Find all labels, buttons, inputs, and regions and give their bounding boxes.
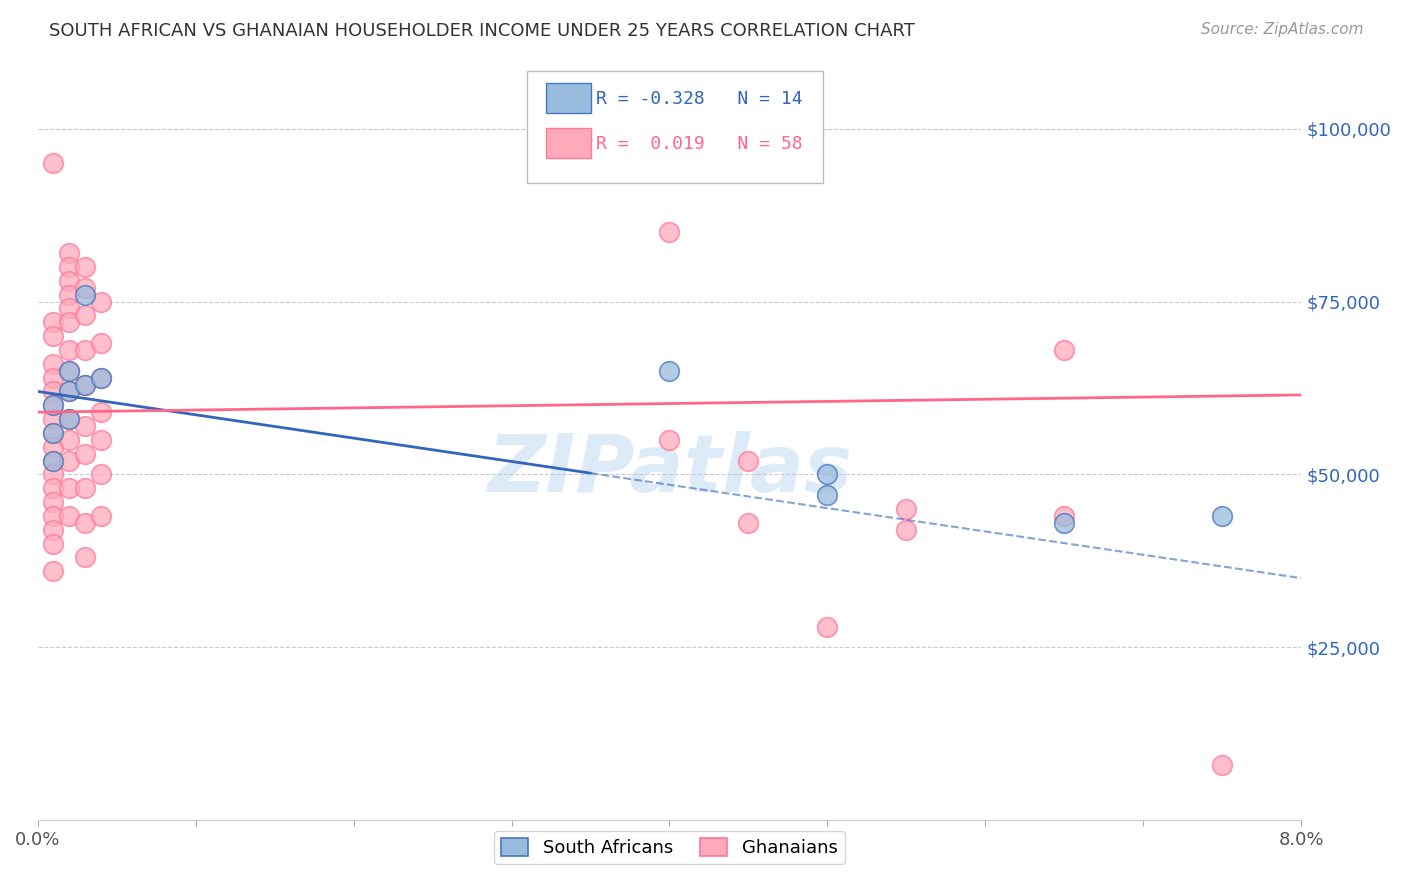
- Point: [42, 495, 65, 509]
- Point: [58, 453, 80, 467]
- Point: [90, 370, 112, 384]
- Point: [42, 398, 65, 412]
- Point: [75, 377, 97, 392]
- Point: [42, 357, 65, 371]
- Point: [58, 246, 80, 260]
- Point: [58, 364, 80, 378]
- Point: [42, 370, 65, 384]
- Point: [815, 488, 838, 502]
- Point: [1211, 757, 1233, 772]
- Point: [658, 226, 681, 240]
- Point: [42, 453, 65, 467]
- Point: [58, 287, 80, 301]
- Point: [58, 384, 80, 399]
- Point: [58, 274, 80, 288]
- Point: [75, 287, 97, 301]
- Point: [90, 370, 112, 384]
- Point: [42, 398, 65, 412]
- Point: [815, 467, 838, 482]
- Point: [75, 343, 97, 357]
- Point: [42, 329, 65, 343]
- Legend: South Africans, Ghanaians: South Africans, Ghanaians: [494, 830, 845, 864]
- Point: [896, 523, 918, 537]
- Point: [90, 294, 112, 309]
- Point: [42, 425, 65, 440]
- Text: Source: ZipAtlas.com: Source: ZipAtlas.com: [1201, 22, 1364, 37]
- Point: [58, 481, 80, 495]
- Point: [1053, 516, 1076, 530]
- Point: [658, 433, 681, 447]
- Point: [737, 516, 759, 530]
- Point: [42, 564, 65, 578]
- Point: [58, 260, 80, 274]
- Point: [1053, 508, 1076, 523]
- Point: [42, 315, 65, 329]
- Point: [90, 336, 112, 351]
- Point: [58, 301, 80, 316]
- Point: [1053, 343, 1076, 357]
- Point: [58, 508, 80, 523]
- Point: [42, 412, 65, 426]
- Point: [58, 315, 80, 329]
- Point: [75, 309, 97, 323]
- Point: [42, 536, 65, 550]
- Point: [42, 384, 65, 399]
- Point: [90, 433, 112, 447]
- Point: [42, 467, 65, 482]
- Point: [737, 453, 759, 467]
- Point: [58, 433, 80, 447]
- Point: [42, 425, 65, 440]
- Point: [90, 405, 112, 419]
- Point: [75, 447, 97, 461]
- Point: [90, 467, 112, 482]
- Point: [75, 550, 97, 565]
- Text: R =  0.019   N = 58: R = 0.019 N = 58: [596, 135, 803, 153]
- Point: [75, 419, 97, 434]
- Point: [658, 364, 681, 378]
- Point: [58, 384, 80, 399]
- Point: [815, 619, 838, 633]
- Point: [75, 260, 97, 274]
- Point: [42, 481, 65, 495]
- Point: [42, 508, 65, 523]
- Point: [58, 364, 80, 378]
- Point: [42, 453, 65, 467]
- Point: [42, 440, 65, 454]
- Point: [58, 412, 80, 426]
- Point: [90, 508, 112, 523]
- Point: [75, 377, 97, 392]
- Point: [75, 481, 97, 495]
- Point: [75, 516, 97, 530]
- Point: [42, 523, 65, 537]
- Text: SOUTH AFRICAN VS GHANAIAN HOUSEHOLDER INCOME UNDER 25 YEARS CORRELATION CHART: SOUTH AFRICAN VS GHANAIAN HOUSEHOLDER IN…: [49, 22, 915, 40]
- Point: [896, 502, 918, 516]
- Point: [58, 412, 80, 426]
- Point: [75, 281, 97, 295]
- Point: [1211, 508, 1233, 523]
- Text: ZIPatlas: ZIPatlas: [486, 431, 852, 509]
- Text: R = -0.328   N = 14: R = -0.328 N = 14: [596, 90, 803, 108]
- Point: [58, 343, 80, 357]
- Point: [42, 156, 65, 170]
